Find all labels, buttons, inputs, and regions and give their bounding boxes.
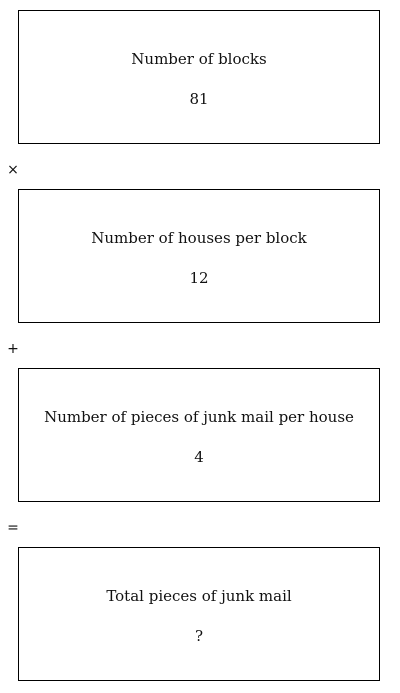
total-junk-mail-value: ? [194,627,204,645]
junk-mail-per-house-value: 4 [194,448,204,466]
multiply-operator: × [7,162,19,178]
blocks-box: Number of blocks 81 [18,10,380,144]
blocks-label: Number of blocks [131,50,267,68]
junk-mail-per-house-box: Number of pieces of junk mail per house … [18,368,380,502]
total-junk-mail-box: Total pieces of junk mail ? [18,547,380,681]
equals-operator: = [7,520,19,536]
houses-per-block-value: 12 [189,269,209,287]
total-junk-mail-label: Total pieces of junk mail [106,587,292,605]
blocks-value: 81 [189,90,209,108]
houses-per-block-label: Number of houses per block [91,229,307,247]
junk-mail-per-house-label: Number of pieces of junk mail per house [44,408,354,426]
plus-operator: + [7,341,19,357]
houses-per-block-box: Number of houses per block 12 [18,189,380,323]
